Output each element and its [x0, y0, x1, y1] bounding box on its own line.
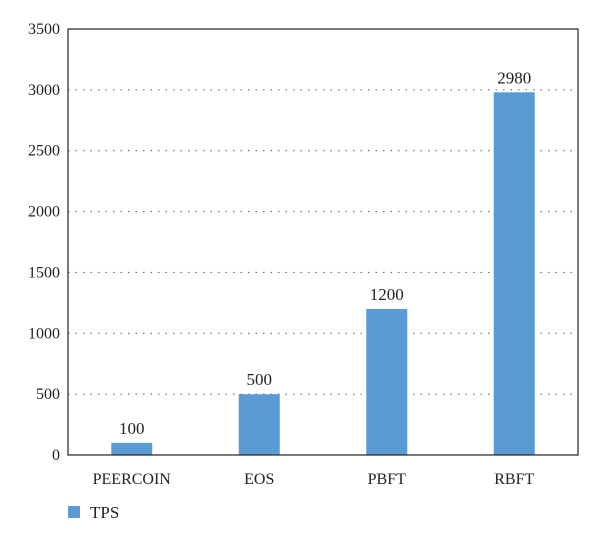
- data-label-eos: 500: [247, 370, 273, 389]
- gridlines: [68, 89, 578, 395]
- x-tick-label-pbft: PBFT: [368, 471, 406, 488]
- bars: [111, 92, 535, 455]
- x-tick-label-eos: EOS: [244, 471, 274, 488]
- bar-rbft: [493, 92, 535, 455]
- y-tick-label: 2000: [28, 204, 60, 221]
- plot-frame: [67, 28, 579, 456]
- bar-eos: [238, 394, 280, 455]
- y-tick-label: 0: [52, 447, 60, 464]
- y-axis-tick-labels: 0 500 1000 1500 2000 2500 3000 3500: [28, 21, 60, 464]
- x-tick-label-rbft: RBFT: [494, 471, 534, 488]
- legend: TPS: [68, 503, 119, 522]
- data-label-pbft: 1200: [370, 285, 404, 304]
- bar-pbft: [366, 308, 408, 455]
- data-labels: 100 500 1200 2980: [119, 68, 531, 438]
- y-tick-label: 3000: [28, 82, 60, 99]
- y-tick-label: 3500: [28, 21, 60, 38]
- x-axis-tick-labels: PEERCOIN EOS PBFT RBFT: [93, 471, 535, 488]
- bar-peercoin: [111, 442, 153, 455]
- y-tick-label: 500: [36, 386, 60, 403]
- y-tick-label: 1000: [28, 325, 60, 342]
- data-label-peercoin: 100: [119, 419, 145, 438]
- data-label-rbft: 2980: [497, 68, 531, 87]
- x-tick-label-peercoin: PEERCOIN: [93, 471, 172, 488]
- y-tick-label: 2500: [28, 143, 60, 160]
- legend-label-tps: TPS: [90, 503, 119, 522]
- legend-swatch-tps: [68, 506, 80, 518]
- y-tick-label: 1500: [28, 264, 60, 281]
